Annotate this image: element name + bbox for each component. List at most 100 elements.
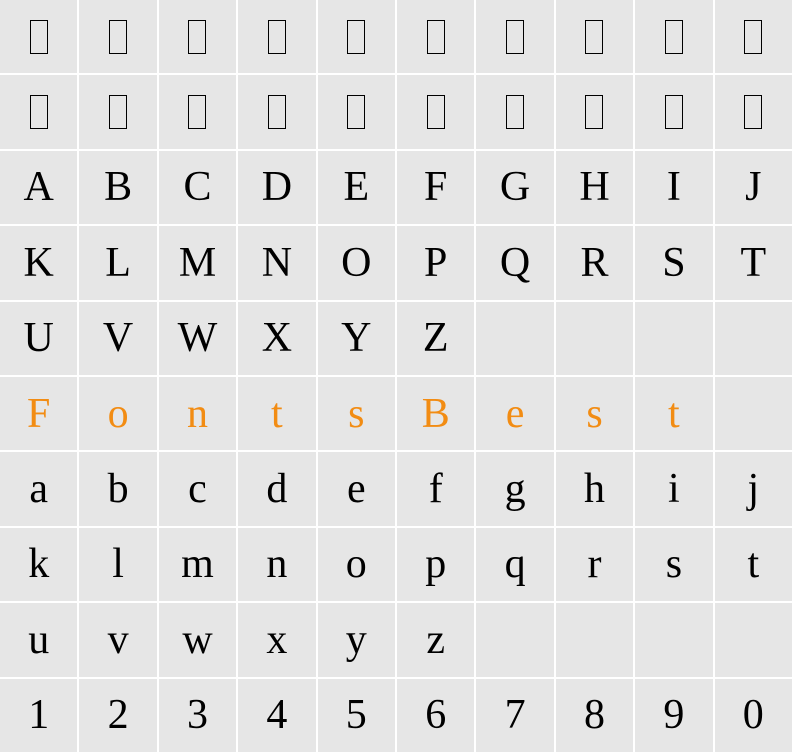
glyph-cell — [476, 302, 553, 375]
glyph-char: d — [266, 468, 287, 510]
glyph-char: D — [262, 166, 292, 208]
glyph-cell: g — [476, 452, 553, 525]
glyph-cell: 5 — [318, 679, 395, 752]
glyph-cell: T — [715, 226, 792, 299]
placeholder-glyph-icon — [506, 20, 524, 54]
glyph-char: s — [586, 393, 602, 435]
glyph-char: o — [108, 393, 129, 435]
glyph-cell — [556, 75, 633, 148]
glyph-cell — [238, 75, 315, 148]
glyph-cell: v — [79, 603, 156, 676]
placeholder-glyph-icon — [109, 20, 127, 54]
glyph-cell: W — [159, 302, 236, 375]
glyph-cell: 7 — [476, 679, 553, 752]
glyph-cell: m — [159, 528, 236, 601]
glyph-char: 6 — [425, 694, 446, 736]
glyph-cell: G — [476, 151, 553, 224]
glyph-char: A — [24, 166, 54, 208]
glyph-cell: B — [397, 377, 474, 450]
glyph-char: P — [424, 242, 447, 284]
glyph-char: t — [668, 393, 680, 435]
glyph-char: y — [346, 619, 367, 661]
glyph-cell: n — [159, 377, 236, 450]
glyph-cell: 9 — [635, 679, 712, 752]
glyph-char: b — [108, 468, 129, 510]
placeholder-glyph-icon — [347, 95, 365, 129]
glyph-char: p — [425, 543, 446, 585]
glyph-cell — [635, 75, 712, 148]
glyph-cell: f — [397, 452, 474, 525]
glyph-cell: z — [397, 603, 474, 676]
glyph-char: T — [740, 242, 766, 284]
glyph-char: J — [745, 166, 761, 208]
glyph-cell: 2 — [79, 679, 156, 752]
glyph-cell: e — [476, 377, 553, 450]
glyph-char: o — [346, 543, 367, 585]
glyph-cell: B — [79, 151, 156, 224]
glyph-char: E — [343, 166, 369, 208]
glyph-cell: E — [318, 151, 395, 224]
glyph-cell: j — [715, 452, 792, 525]
placeholder-glyph-icon — [665, 95, 683, 129]
glyph-cell — [715, 0, 792, 73]
glyph-cell: O — [318, 226, 395, 299]
glyph-char: x — [266, 619, 287, 661]
glyph-char: 8 — [584, 694, 605, 736]
glyph-cell: 1 — [0, 679, 77, 752]
glyph-char: m — [181, 543, 214, 585]
glyph-char: j — [747, 468, 759, 510]
glyph-char: t — [271, 393, 283, 435]
glyph-cell: o — [318, 528, 395, 601]
glyph-char: I — [667, 166, 681, 208]
glyph-char: Y — [341, 317, 371, 359]
glyph-cell: x — [238, 603, 315, 676]
glyph-cell — [397, 75, 474, 148]
glyph-char: 4 — [266, 694, 287, 736]
glyph-cell: U — [0, 302, 77, 375]
glyph-cell: Y — [318, 302, 395, 375]
glyph-char: B — [422, 393, 450, 435]
glyph-char: w — [182, 619, 212, 661]
glyph-char: O — [341, 242, 371, 284]
glyph-cell: l — [79, 528, 156, 601]
glyph-char: 0 — [743, 694, 764, 736]
glyph-cell — [0, 75, 77, 148]
glyph-cell: 3 — [159, 679, 236, 752]
glyph-cell — [397, 0, 474, 73]
glyph-char: Q — [500, 242, 530, 284]
placeholder-glyph-icon — [506, 95, 524, 129]
glyph-cell — [635, 302, 712, 375]
glyph-cell: e — [318, 452, 395, 525]
glyph-cell — [79, 75, 156, 148]
placeholder-glyph-icon — [30, 95, 48, 129]
glyph-char: N — [262, 242, 292, 284]
glyph-cell: 4 — [238, 679, 315, 752]
glyph-cell: i — [635, 452, 712, 525]
glyph-cell: w — [159, 603, 236, 676]
glyph-char: t — [747, 543, 759, 585]
glyph-char: k — [28, 543, 49, 585]
glyph-cell — [318, 0, 395, 73]
glyph-char: v — [108, 619, 129, 661]
glyph-cell: H — [556, 151, 633, 224]
glyph-char: c — [188, 468, 207, 510]
glyph-char: z — [426, 619, 445, 661]
glyph-cell: h — [556, 452, 633, 525]
glyph-char: W — [178, 317, 218, 359]
glyph-cell — [715, 75, 792, 148]
glyph-cell: F — [397, 151, 474, 224]
glyph-cell — [476, 603, 553, 676]
glyph-char: B — [104, 166, 132, 208]
glyph-cell — [715, 302, 792, 375]
glyph-char: F — [424, 166, 447, 208]
glyph-cell — [715, 377, 792, 450]
glyph-char: 1 — [28, 694, 49, 736]
glyph-cell — [715, 603, 792, 676]
glyph-cell: n — [238, 528, 315, 601]
glyph-cell: A — [0, 151, 77, 224]
glyph-char: q — [505, 543, 526, 585]
placeholder-glyph-icon — [585, 20, 603, 54]
glyph-cell: y — [318, 603, 395, 676]
glyph-char: R — [580, 242, 608, 284]
glyph-cell: 8 — [556, 679, 633, 752]
